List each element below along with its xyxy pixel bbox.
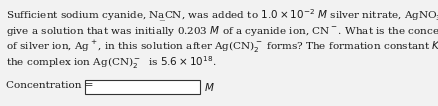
Text: the complex ion Ag(CN)$_2^-$  is $5.6 \times 10^{18}$.: the complex ion Ag(CN)$_2^-$ is $5.6 \ti… bbox=[6, 54, 216, 71]
Text: give a solution that was initially 0.203 $M$ of a cyanide ion, CN$^-$. What is t: give a solution that was initially 0.203… bbox=[6, 24, 438, 38]
Text: Concentration =: Concentration = bbox=[6, 81, 93, 90]
Text: of silver ion, Ag$^+$, in this solution after Ag(CN)$_2^-$ forms? The formation : of silver ion, Ag$^+$, in this solution … bbox=[6, 39, 438, 55]
Text: $M$: $M$ bbox=[204, 81, 215, 93]
Bar bbox=[85, 80, 200, 94]
Text: Sufficient sodium cyanide, Na̲CN, was added to $1.0 \times 10^{-2}$ $M$ silver n: Sufficient sodium cyanide, Na̲CN, was ad… bbox=[6, 8, 438, 24]
